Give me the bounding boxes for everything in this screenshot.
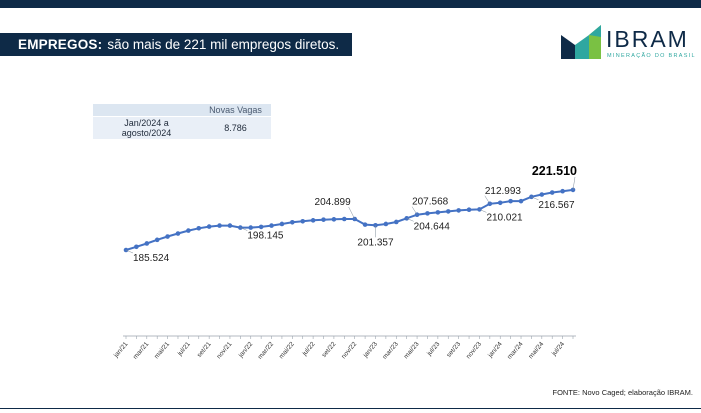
data-label: 185.524 (133, 253, 170, 264)
data-point (539, 192, 545, 197)
data-label: 204.644 (414, 221, 451, 232)
summary-table-header-row: Novas Vagas (93, 104, 271, 116)
data-point (310, 218, 316, 223)
data-point (206, 224, 212, 229)
x-tick-label: mai/22 (278, 340, 296, 360)
x-tick-label: jan/24 (486, 340, 504, 359)
data-point (508, 198, 513, 204)
x-tick-label: nov/21 (216, 341, 234, 361)
data-point (154, 237, 160, 243)
data-point (217, 223, 222, 228)
data-point (227, 223, 233, 228)
data-point (560, 188, 565, 194)
x-tick-label: nov/22 (340, 341, 358, 361)
page-title: EMPREGOS: são mais de 221 mil empregos d… (0, 33, 352, 56)
summary-table: Novas Vagas Jan/2024 a agosto/2024 8.786 (93, 104, 271, 139)
data-label: 216.567 (538, 200, 575, 211)
data-point (352, 216, 357, 222)
data-point (300, 219, 306, 224)
x-tick-label: jan/21 (112, 340, 130, 359)
data-point (248, 225, 254, 230)
x-tick-label: jul/23 (425, 340, 441, 357)
x-tick-label: mar/22 (257, 340, 276, 360)
logo-subtitle: MINERAÇÃO DO BRASIL (607, 53, 696, 59)
data-label-leader (484, 195, 491, 204)
summary-table-value: 8.786 (224, 123, 247, 133)
data-point (144, 241, 150, 246)
x-tick-label: set/21 (196, 341, 213, 359)
data-point (518, 198, 524, 204)
data-label: 212.993 (485, 186, 522, 197)
data-point (331, 217, 337, 222)
top-bar (0, 0, 701, 8)
data-label: 204.899 (315, 197, 352, 208)
title-bold: EMPREGOS: (18, 37, 103, 52)
data-point (393, 219, 399, 225)
data-label-leader (411, 206, 418, 215)
data-label: 210.021 (486, 212, 523, 223)
data-label-leader (125, 249, 134, 254)
data-point (134, 244, 139, 250)
ibram-logo-icon (561, 25, 601, 59)
logo-wordmark: IBRAM (606, 26, 689, 52)
data-point (445, 209, 451, 214)
x-tick-label: mai/24 (527, 340, 545, 360)
data-point (269, 223, 274, 228)
data-point (435, 210, 441, 215)
data-point (466, 207, 472, 213)
x-tick-label: set/22 (321, 341, 338, 359)
data-label-leader (479, 209, 487, 213)
data-label: 201.357 (357, 237, 394, 248)
data-point (258, 224, 264, 230)
title-rest: são mais de 221 mil empregos diretos. (107, 37, 340, 52)
x-tick-label: set/23 (445, 341, 462, 359)
x-tick-label: mai/23 (403, 340, 421, 360)
x-tick-label: mar/21 (132, 340, 151, 360)
data-point (362, 222, 368, 227)
data-point (196, 225, 202, 231)
data-label-leader (406, 218, 414, 222)
data-point (549, 190, 555, 195)
data-label: 207.568 (412, 197, 449, 208)
x-tick-label: jan/22 (237, 340, 255, 359)
data-point (165, 234, 170, 239)
data-label: 198.145 (247, 231, 284, 242)
data-label-leader (348, 206, 355, 220)
data-point (279, 221, 285, 227)
data-label-leader (531, 196, 539, 201)
data-point (342, 216, 347, 222)
data-point (425, 211, 430, 216)
data-point (290, 220, 295, 225)
data-point (186, 228, 191, 233)
data-label-leader (240, 227, 248, 231)
x-tick-label: mar/24 (506, 340, 525, 360)
x-tick-label: mar/23 (381, 340, 400, 360)
data-point (175, 231, 181, 236)
x-tick-label: jan/23 (362, 340, 380, 359)
data-point (497, 200, 503, 206)
summary-table-data-row: Jan/2024 a agosto/2024 8.786 (93, 117, 271, 139)
x-tick-label: jul/24 (550, 340, 566, 357)
x-tick-label: nov/23 (465, 341, 483, 361)
bottom-rule (0, 408, 701, 409)
data-label: 221.510 (532, 164, 577, 178)
summary-table-period: Jan/2024 a agosto/2024 (121, 118, 172, 138)
data-point (383, 221, 389, 227)
data-point (456, 208, 461, 213)
x-tick-label: jul/21 (176, 340, 192, 357)
summary-table-header: Novas Vagas (209, 105, 262, 115)
source-note: FONTE: Novo Caged; elaboração IBRAM. (552, 388, 693, 397)
x-tick-label: jul/22 (301, 340, 317, 357)
data-point (321, 217, 326, 222)
data-label-leader (572, 176, 576, 190)
x-tick-label: mai/21 (153, 340, 171, 360)
